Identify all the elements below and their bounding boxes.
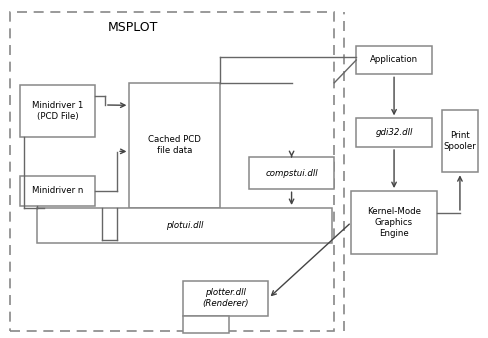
Text: gdi32.dll: gdi32.dll: [375, 128, 413, 137]
Bar: [356, 46, 432, 74]
Text: Kernel-Mode
Graphics
Engine: Kernel-Mode Graphics Engine: [367, 207, 421, 238]
Text: Application: Application: [370, 55, 418, 65]
Text: plotui.dll: plotui.dll: [165, 221, 203, 230]
Text: Cached PCD
file data: Cached PCD file data: [148, 135, 201, 155]
Bar: [356, 118, 432, 147]
Bar: [37, 208, 332, 243]
Text: Minidriver n: Minidriver n: [32, 187, 83, 195]
Bar: [183, 316, 229, 333]
Bar: [20, 84, 95, 137]
Bar: [129, 83, 220, 208]
Bar: [249, 157, 334, 189]
Text: MSPLOT: MSPLOT: [108, 21, 158, 33]
Text: plotter.dll
(Renderer): plotter.dll (Renderer): [203, 288, 249, 308]
Bar: [10, 12, 334, 331]
Bar: [442, 110, 478, 172]
Text: Minidriver 1
(PCD File): Minidriver 1 (PCD File): [32, 101, 83, 121]
Bar: [183, 281, 268, 316]
Bar: [20, 176, 95, 206]
Text: Print
Spooler: Print Spooler: [444, 131, 476, 151]
Bar: [351, 191, 437, 254]
Text: compstui.dll: compstui.dll: [265, 169, 318, 178]
